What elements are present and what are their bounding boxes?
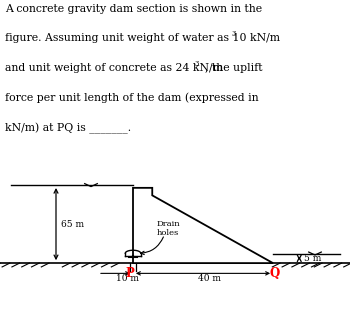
Text: Q: Q <box>270 267 280 280</box>
Text: kN/m) at PQ is _______.: kN/m) at PQ is _______. <box>5 123 131 134</box>
Text: Drain
holes: Drain holes <box>156 220 180 238</box>
Text: figure. Assuming unit weight of water as 10 kN/m: figure. Assuming unit weight of water as… <box>5 33 280 43</box>
Text: 3: 3 <box>194 59 199 67</box>
Text: P: P <box>126 267 134 280</box>
Text: and unit weight of concrete as 24 kN/m: and unit weight of concrete as 24 kN/m <box>5 63 223 73</box>
Text: 10 m: 10 m <box>116 274 139 283</box>
Text: force per unit length of the dam (expressed in: force per unit length of the dam (expres… <box>5 93 259 104</box>
Text: A concrete gravity dam section is shown in the: A concrete gravity dam section is shown … <box>5 4 262 14</box>
Text: 65 m: 65 m <box>61 220 84 229</box>
Text: 40 m: 40 m <box>198 274 222 283</box>
Text: , the uplift: , the uplift <box>205 63 262 73</box>
Text: 5 m: 5 m <box>304 254 321 263</box>
Text: 3: 3 <box>232 30 236 38</box>
Polygon shape <box>133 188 273 263</box>
